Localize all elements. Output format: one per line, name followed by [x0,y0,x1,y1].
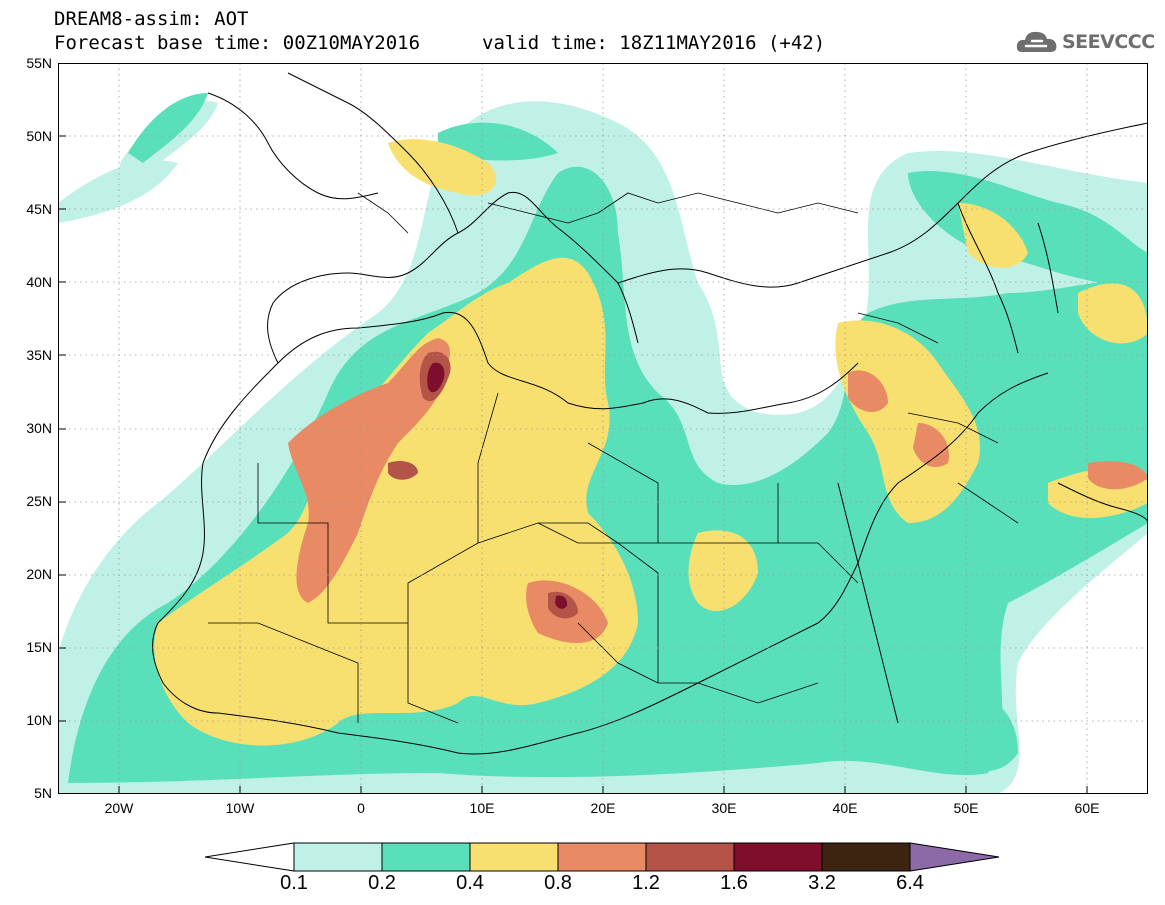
lon-label: 30E [711,800,737,816]
colorbar-label: 0.8 [544,872,572,894]
colorbar [205,842,1000,872]
colorbar-label: 1.2 [632,872,660,894]
lon-label: 20E [590,800,616,816]
lat-label: 50N [26,128,52,144]
lon-label: 20W [104,800,134,816]
lat-label: 5N [34,785,52,801]
lat-label: 20N [26,566,52,582]
lon-label: 50E [953,800,979,816]
coastlines [152,72,1148,755]
colorbar-segment [557,842,647,872]
lat-label: 55N [26,55,52,71]
forecast-base-time: Forecast base time: 00Z10MAY2016 [54,32,421,54]
colorbar-segment [469,842,559,872]
lon-label: 10W [225,800,255,816]
lon-label: 10E [469,800,495,816]
colorbar-segment [381,842,471,872]
colorbar-segment [205,842,295,872]
colorbar-label: 6.4 [896,872,924,894]
colorbar-label: 0.4 [456,872,484,894]
country-borders [208,192,1019,724]
aot-map [58,63,1148,794]
colorbar-label: 0.2 [368,872,396,894]
colorbar-segment [733,842,823,872]
valid-time: valid time: 18Z11MAY2016 (+42) [482,32,826,54]
lat-label: 10N [26,712,52,728]
colorbar-segment [645,842,735,872]
lat-label: 45N [26,201,52,217]
lon-label: 0 [357,800,365,816]
lon-label: 40E [832,800,858,816]
lat-label: 15N [26,639,52,655]
lat-label: 40N [26,274,52,290]
lat-label: 30N [26,420,52,436]
colorbar-segment [909,842,1000,872]
colorbar-segment [821,842,911,872]
colorbar-segment [293,842,383,872]
logo-text: SEEVCCC [1062,31,1155,53]
lat-label: 25N [26,493,52,509]
aot-band-1-6 [427,362,568,609]
lat-label: 35N [26,347,52,363]
colorbar-label: 1.6 [720,872,748,894]
colorbar-label: 0.1 [280,872,308,894]
cloud-icon [1016,31,1057,52]
lon-label: 60E [1074,800,1100,816]
graticule [58,63,1148,794]
colorbar-label: 3.2 [808,872,836,894]
chart-title: DREAM8-assim: AOT [54,8,249,30]
